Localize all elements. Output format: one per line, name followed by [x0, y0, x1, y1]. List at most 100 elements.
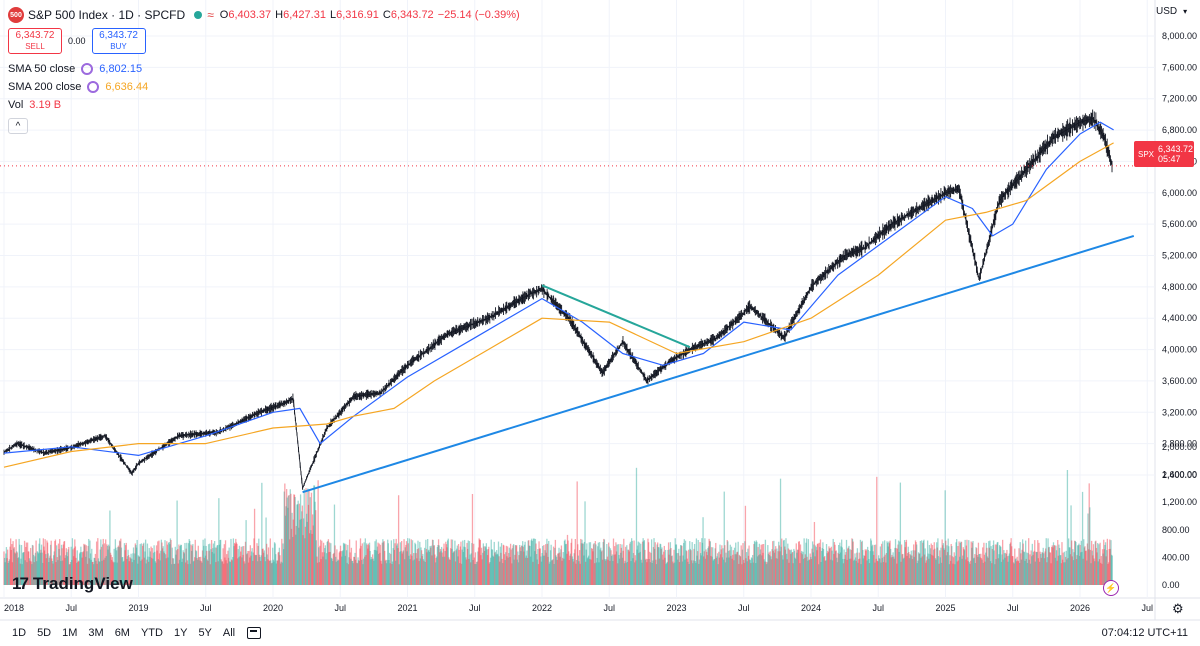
buy-label: BUY [110, 42, 127, 51]
clock[interactable]: 07:04:12 UTC+11 [1101, 627, 1188, 639]
volume-tick-label: 1,600.00 [1162, 470, 1197, 480]
chart-legend: 500 S&P 500 Index · 1D · SPCFD ≈ O 6,403… [8, 6, 524, 134]
volume-tick-label: 400.00 [1162, 552, 1190, 562]
y-tick-label: 4,000.00 [1162, 345, 1197, 355]
chevron-down-icon: ▾ [1183, 7, 1188, 16]
price-tag-price: 6,343.72 [1158, 144, 1194, 154]
open-value: 6,403.37 [228, 9, 272, 21]
sma50-loading-icon [81, 63, 94, 75]
volume-tick-label: 0.00 [1162, 580, 1180, 590]
brand-name: TradingView [32, 574, 133, 593]
bottom-toolbar: 1D 5D 1M 3M 6M YTD 1Y 5Y All 07:04:12 UT… [0, 620, 1200, 646]
change-value: −25.14 (−0.39%) [437, 9, 520, 21]
volume-bars [3, 467, 1113, 585]
x-tick-label: 2020 [263, 603, 283, 613]
sell-price: 6,343.72 [15, 30, 55, 41]
collapse-legend-button[interactable]: ^ [8, 118, 28, 134]
y-tick-label: 4,800.00 [1162, 282, 1197, 292]
sma200-line [3, 142, 1114, 468]
last-price-tag: SPX 6,343.72 05:47 [1134, 141, 1194, 167]
timeframe-1m[interactable]: 1M [62, 627, 78, 639]
volume-tick-label: 2,000.00 [1162, 442, 1197, 452]
x-tick-label: 2024 [801, 603, 821, 613]
high-key: H [275, 9, 284, 21]
volume-legend[interactable]: Vol 3.19 B [8, 96, 524, 114]
y-tick-label: 5,200.00 [1162, 251, 1197, 261]
timeframe-6m[interactable]: 6M [114, 627, 130, 639]
vol-value: 3.19 B [29, 99, 62, 111]
x-tick-label: 2019 [128, 603, 148, 613]
x-tick-label: Jul [1007, 603, 1019, 613]
low-key: L [329, 9, 337, 21]
axes: 8,000.007,600.007,200.006,800.006,400.00… [4, 31, 1197, 613]
volume-tick-label: 1,200.00 [1162, 497, 1197, 507]
x-tick-label: Jul [1141, 603, 1153, 613]
tradingview-icon: 17 [12, 574, 29, 593]
y-tick-label: 3,200.00 [1162, 407, 1197, 417]
grid [0, 0, 1200, 621]
volume-tick-label: 800.00 [1162, 525, 1190, 535]
sma200-value: 6,636.44 [105, 81, 149, 93]
y-tick-label: 8,000.00 [1162, 31, 1197, 41]
price-tag-symbol: SPX [1138, 149, 1155, 159]
x-tick-label: 2025 [935, 603, 955, 613]
low-value: 6,316.91 [336, 9, 379, 21]
symbol-title[interactable]: S&P 500 Index · 1D · SPCFD [28, 8, 186, 22]
sma50-legend[interactable]: SMA 50 close 6,802.15 [8, 60, 524, 78]
currency-selector[interactable]: USD ▾ [1156, 6, 1187, 17]
high-value: 6,427.31 [283, 9, 326, 21]
y-tick-label: 6,000.00 [1162, 188, 1197, 198]
y-tick-label: 2,800.00 [1162, 439, 1197, 449]
x-tick-label: 2026 [1070, 603, 1090, 613]
resistance-trendline [541, 284, 691, 349]
price-line [3, 117, 1113, 489]
sma50-label: SMA 50 close [8, 63, 76, 75]
y-tick-label: 4,400.00 [1162, 313, 1197, 323]
calendar-icon[interactable] [247, 627, 262, 639]
tradingview-logo[interactable]: 17 TradingView [12, 574, 133, 594]
y-tick-label: 2,400.00 [1162, 470, 1197, 480]
sell-label: SELL [25, 42, 45, 51]
timeframe-1y[interactable]: 1Y [173, 627, 188, 639]
support-trendline [302, 234, 1135, 494]
x-tick-label: 2018 [4, 603, 24, 613]
x-tick-label: 2023 [666, 603, 686, 613]
chevron-up-icon: ^ [15, 120, 21, 132]
timeframe-3m[interactable]: 3M [88, 627, 104, 639]
buy-button[interactable]: 6,343.72 BUY [91, 28, 146, 54]
close-value: 6,343.72 [390, 9, 434, 21]
sma200-loading-icon [87, 81, 100, 93]
gear-icon[interactable]: ⚙ [1172, 601, 1184, 616]
x-tick-label: Jul [469, 603, 481, 613]
series-lines [3, 109, 1135, 494]
x-tick-label: Jul [65, 603, 77, 613]
x-tick-label: Jul [738, 603, 750, 613]
market-status-icon[interactable] [194, 11, 203, 19]
timeframe-5d[interactable]: 5D [37, 627, 52, 639]
vol-label: Vol [8, 99, 24, 111]
y-tick-label: 5,600.00 [1162, 219, 1197, 229]
x-tick-label: Jul [603, 603, 615, 613]
symbol-row: 500 S&P 500 Index · 1D · SPCFD ≈ O 6,403… [8, 6, 524, 24]
x-tick-label: Jul [872, 603, 884, 613]
data-delay-icon[interactable]: ≈ [207, 8, 214, 22]
y-tick-label: 6,800.00 [1162, 125, 1197, 135]
timeframe-all[interactable]: All [222, 627, 236, 639]
lightning-icon[interactable]: ⚡ [1103, 580, 1119, 596]
sma200-legend[interactable]: SMA 200 close 6,636.44 [8, 78, 524, 96]
sma50-line [3, 121, 1114, 456]
sell-button[interactable]: 6,343.72 SELL [8, 28, 62, 54]
y-tick-label: 7,600.00 [1162, 62, 1197, 72]
x-tick-label: Jul [334, 603, 346, 613]
timeframe-1d[interactable]: 1D [12, 627, 27, 639]
sma200-label: SMA 200 close [8, 81, 82, 93]
timeframe-ytd[interactable]: YTD [140, 627, 163, 639]
spx-logo: 500 [8, 7, 24, 23]
currency-label: USD [1156, 6, 1178, 17]
price-tag-countdown: 05:47 [1158, 154, 1181, 164]
close-key: C [382, 9, 391, 21]
x-tick-label: 2022 [532, 603, 552, 613]
timeframe-5y[interactable]: 5Y [198, 627, 212, 639]
buy-price: 6,343.72 [99, 30, 138, 41]
